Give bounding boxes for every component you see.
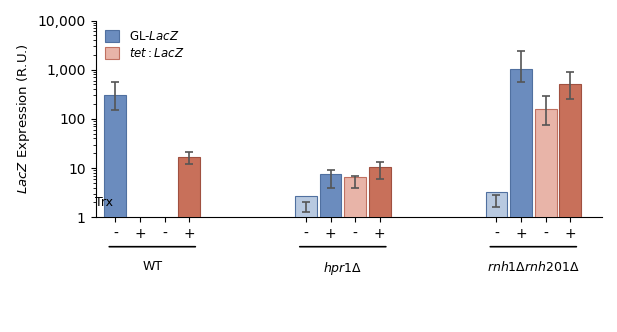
Bar (486, 192, 507, 217)
Bar (104, 95, 126, 217)
Bar (344, 177, 366, 217)
Bar (320, 174, 341, 217)
Bar (510, 69, 532, 217)
Bar (369, 167, 391, 217)
Bar (295, 197, 317, 217)
Bar (535, 109, 557, 217)
Text: $rnh1\Delta rnh201\Delta$: $rnh1\Delta rnh201\Delta$ (487, 261, 580, 275)
Bar (178, 157, 200, 217)
Bar (560, 84, 581, 217)
Text: Trx: Trx (95, 196, 113, 209)
Y-axis label: $\it{LacZ}$ Expression (R.U.): $\it{LacZ}$ Expression (R.U.) (15, 43, 32, 194)
Text: WT: WT (143, 261, 162, 274)
Text: $hpr1\Delta$: $hpr1\Delta$ (323, 261, 363, 278)
Legend: GL-$\it{LacZ}$, $\it{tet:LacZ}$: GL-$\it{LacZ}$, $\it{tet:LacZ}$ (101, 27, 188, 63)
